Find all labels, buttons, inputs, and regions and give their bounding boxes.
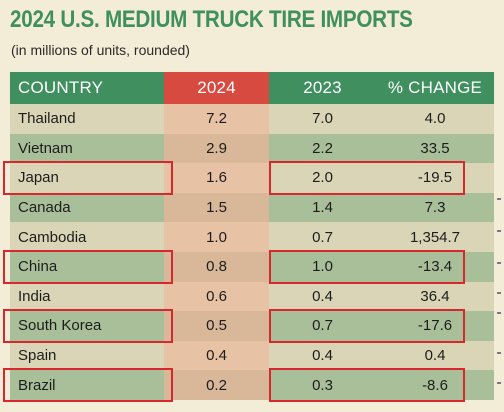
value-2024-cell: 1.6 (206, 169, 227, 187)
table-row: China 0.8 1.0 -13.4 (10, 252, 494, 282)
column-header-2023: 2023 (303, 78, 342, 97)
value-2023-cell: 0.4 (312, 287, 333, 305)
table-row: Canada 1.5 1.4 7.3 (10, 192, 494, 223)
edge-mark (497, 312, 501, 314)
value-2023-cell: 2.0 (312, 169, 333, 187)
edge-mark (497, 352, 501, 354)
country-cell: Vietnam (18, 139, 73, 157)
table-row: Brazil 0.2 0.3 -8.6 (10, 370, 494, 400)
country-cell: Cambodia (18, 228, 87, 246)
highlight-cell-bg (164, 133, 269, 164)
table-row: Thailand 7.2 7.0 4.0 (10, 104, 494, 134)
value-2023-cell: 1.4 (312, 199, 333, 217)
edge-mark (497, 382, 501, 384)
change-cell: -8.6 (422, 376, 448, 394)
value-2024-cell: 1.5 (206, 199, 227, 217)
highlight-cell-bg (164, 252, 269, 282)
change-cell: -19.5 (417, 169, 453, 187)
country-cell: Spain (18, 347, 57, 365)
column-header-2024: 2024 (197, 78, 236, 97)
edge-mark (497, 292, 501, 294)
value-2023-cell: 2.2 (312, 139, 333, 157)
page-title: 2024 U.S. MEDIUM TRUCK TIRE IMPORTS (10, 6, 413, 33)
table-row: Japan 1.6 2.0 -19.5 (10, 163, 494, 193)
table-row: Cambodia 1.0 0.7 1,354.7 (10, 222, 494, 252)
column-header-change: % CHANGE (387, 78, 483, 97)
change-cell: 7.3 (424, 199, 446, 217)
value-2023-cell: 0.7 (312, 228, 333, 246)
highlight-column-2024 (164, 72, 269, 400)
header-2024-bg (164, 72, 269, 104)
country-cell: Brazil (18, 376, 56, 394)
country-cell: China (18, 258, 58, 276)
highlight-cell-bg (164, 192, 269, 223)
value-2023-cell: 0.4 (312, 347, 333, 365)
table-header: COUNTRY 2024 2023 % CHANGE (10, 72, 494, 104)
change-cell: 4.0 (424, 110, 446, 128)
change-cell: 36.4 (420, 287, 450, 305)
table-row: Vietnam 2.9 2.2 33.5 (10, 133, 494, 164)
value-2024-cell: 7.2 (206, 110, 227, 128)
imports-table: COUNTRY 2024 2023 % CHANGE Thailand 7.2 7.… (10, 72, 494, 400)
column-header-country: COUNTRY (18, 78, 104, 97)
value-2023-cell: 7.0 (312, 110, 333, 128)
country-cell: South Korea (18, 317, 102, 335)
country-cell: Canada (18, 199, 71, 217)
value-2024-cell: 2.9 (206, 139, 227, 157)
change-cell: 1,354.7 (409, 228, 461, 246)
value-2024-cell: 0.8 (206, 258, 227, 276)
value-2023-cell: 0.7 (312, 317, 333, 335)
table-row: India 0.6 0.4 36.4 (10, 282, 494, 312)
table-row: South Korea 0.5 0.7 -17.6 (10, 311, 494, 341)
highlight-cell-bg (164, 311, 269, 341)
change-cell: -17.6 (417, 317, 453, 335)
change-cell: 33.5 (420, 139, 450, 157)
country-cell: Japan (18, 169, 59, 187)
change-cell: 0.4 (424, 347, 446, 365)
edge-mark (497, 198, 501, 200)
value-2024-cell: 0.5 (206, 317, 227, 335)
edge-mark (497, 230, 501, 232)
country-cell: Thailand (18, 110, 76, 128)
value-2023-cell: 0.3 (312, 376, 333, 394)
highlight-cell-bg (164, 370, 269, 400)
value-2023-cell: 1.0 (312, 258, 333, 276)
edge-mark (497, 262, 501, 264)
country-cell: India (18, 287, 51, 305)
change-cell: -13.4 (417, 258, 453, 276)
table-row: Spain 0.4 0.4 0.4 (10, 341, 494, 371)
value-2024-cell: 1.0 (206, 228, 227, 246)
value-2024-cell: 0.2 (206, 376, 227, 394)
value-2024-cell: 0.4 (206, 347, 227, 365)
value-2024-cell: 0.6 (206, 287, 227, 305)
page-subtitle: (in millions of units, rounded) (11, 42, 190, 58)
